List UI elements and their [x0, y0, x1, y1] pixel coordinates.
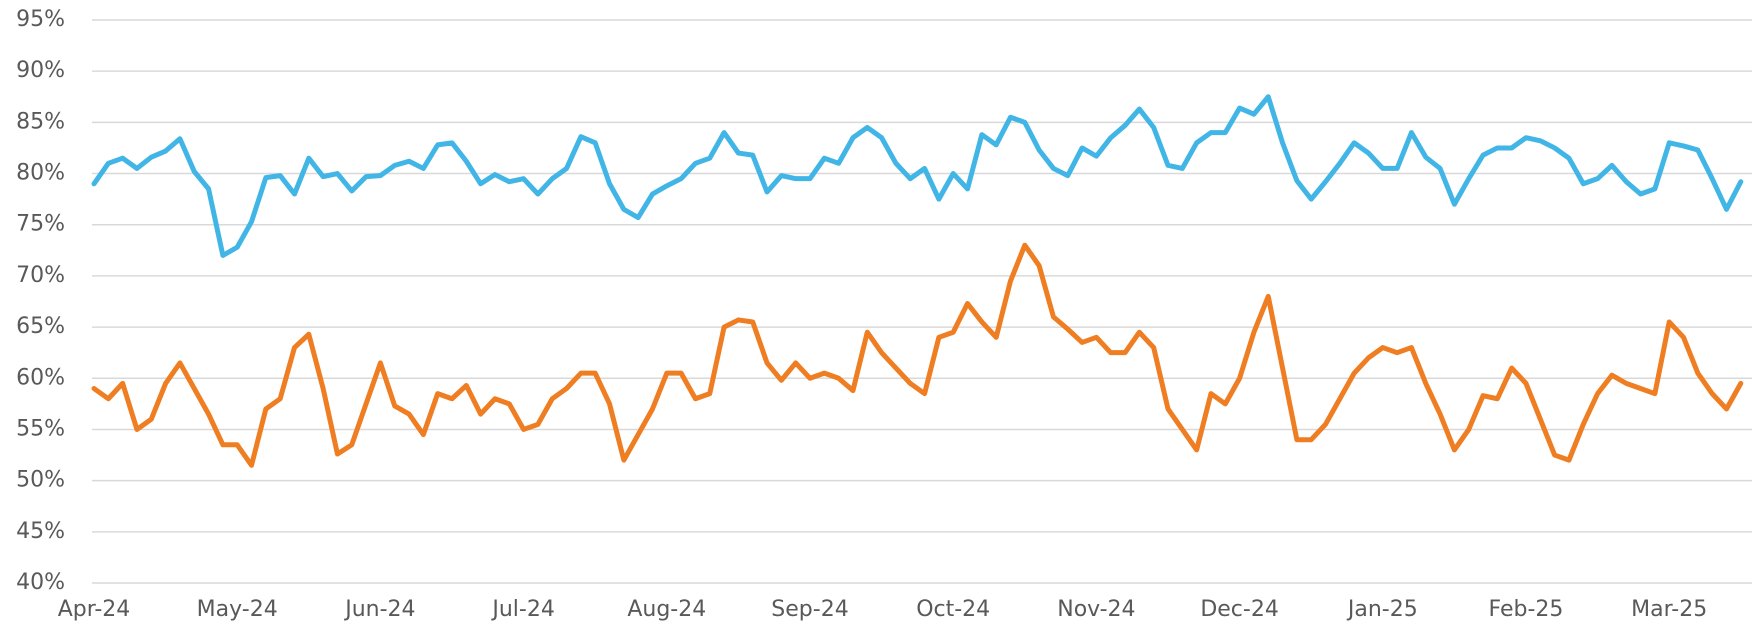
- y-tick-label: 80%: [16, 161, 65, 186]
- x-tick-label: Feb-25: [1489, 597, 1564, 622]
- series-line: [91, 242, 1744, 468]
- y-tick-label: 55%: [16, 416, 65, 441]
- y-tick-label: 90%: [16, 58, 65, 83]
- x-tick-label: Jul-24: [490, 597, 554, 622]
- x-tick-label: Oct-24: [916, 597, 990, 622]
- x-tick-label: Dec-24: [1200, 597, 1279, 622]
- x-tick-label: Apr-24: [58, 597, 131, 622]
- y-tick-label: 65%: [16, 314, 65, 339]
- y-tick-label: 40%: [16, 570, 65, 595]
- x-tick-label: May-24: [197, 597, 278, 622]
- y-tick-label: 45%: [16, 519, 65, 544]
- x-tick-label: Mar-25: [1631, 597, 1707, 622]
- x-tick-label: Jan-25: [1346, 597, 1418, 622]
- y-tick-label: 85%: [16, 109, 65, 134]
- x-tick-label: Jun-24: [343, 597, 415, 622]
- x-tick-label: Aug-24: [627, 597, 706, 622]
- y-tick-label: 60%: [16, 365, 65, 390]
- y-tick-label: 95%: [16, 7, 65, 32]
- x-tick-label: Sep-24: [771, 597, 848, 622]
- y-tick-label: 75%: [16, 212, 65, 237]
- series-line: [91, 94, 1744, 258]
- y-tick-label: 70%: [16, 263, 65, 288]
- x-tick-label: Nov-24: [1057, 597, 1135, 622]
- y-tick-label: 50%: [16, 468, 65, 493]
